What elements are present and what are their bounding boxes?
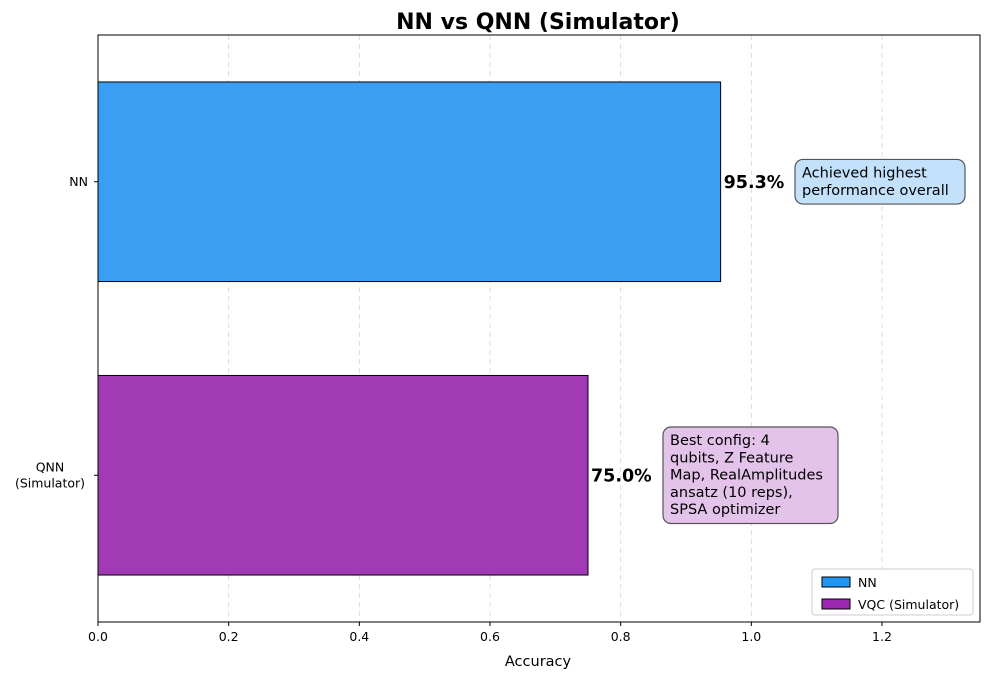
chart-title: NN vs QNN (Simulator) xyxy=(396,10,680,35)
bar-value-label: 75.0% xyxy=(591,466,652,486)
annotations: Achieved highest performance overall Best … xyxy=(662,158,966,525)
annotation-box: Achieved highest performance overall xyxy=(794,158,966,205)
legend-swatch xyxy=(821,576,851,588)
annotation-line: SPSA optimizer xyxy=(670,502,780,518)
annotation-line: Best config: 4 xyxy=(670,433,770,449)
legend-swatch xyxy=(821,598,851,610)
bar-value-label: 95.3% xyxy=(724,173,785,193)
plot-frame xyxy=(97,34,981,623)
y-tick-label: QNN xyxy=(36,459,65,474)
bar-value-labels: 95.3% 75.0% xyxy=(591,173,784,487)
annotation-background xyxy=(662,426,839,525)
legend-frame xyxy=(811,568,974,616)
annotation-line: performance overall xyxy=(802,183,949,199)
y-tick-label: (Simulator) xyxy=(15,475,85,490)
legend-label: VQC (Simulator) xyxy=(858,597,959,612)
y-axis-ticks: NN QNN(Simulator) xyxy=(15,174,98,490)
legend-label: NN xyxy=(858,575,877,590)
y-tick-label: NN xyxy=(69,174,88,189)
annotation-line: qubits, Z Feature xyxy=(670,450,793,466)
x-axis-label: Accuracy xyxy=(505,654,572,670)
x-tick-label: 1.0 xyxy=(741,629,761,644)
x-tick-label: 0.2 xyxy=(219,629,239,644)
x-tick-label: 0.8 xyxy=(611,629,631,644)
x-axis-ticks: 0.0 0.2 0.4 0.6 0.8 1.0 1.2 xyxy=(88,622,892,644)
x-tick-label: 0.0 xyxy=(88,629,108,644)
x-tick-label: 0.6 xyxy=(480,629,500,644)
x-tick-label: 0.4 xyxy=(349,629,369,644)
annotation-line: ansatz (10 reps), xyxy=(670,485,793,501)
bar-nn xyxy=(97,81,722,283)
legend: NN VQC (Simulator) xyxy=(811,568,974,616)
annotation-line: Achieved highest xyxy=(802,165,927,181)
annotation-background xyxy=(794,158,966,205)
annotation-line: Map, RealAmplitudes xyxy=(670,468,823,484)
x-tick-label: 1.2 xyxy=(872,629,892,644)
bars xyxy=(97,81,722,576)
bar-qnn-simulator xyxy=(97,374,589,576)
